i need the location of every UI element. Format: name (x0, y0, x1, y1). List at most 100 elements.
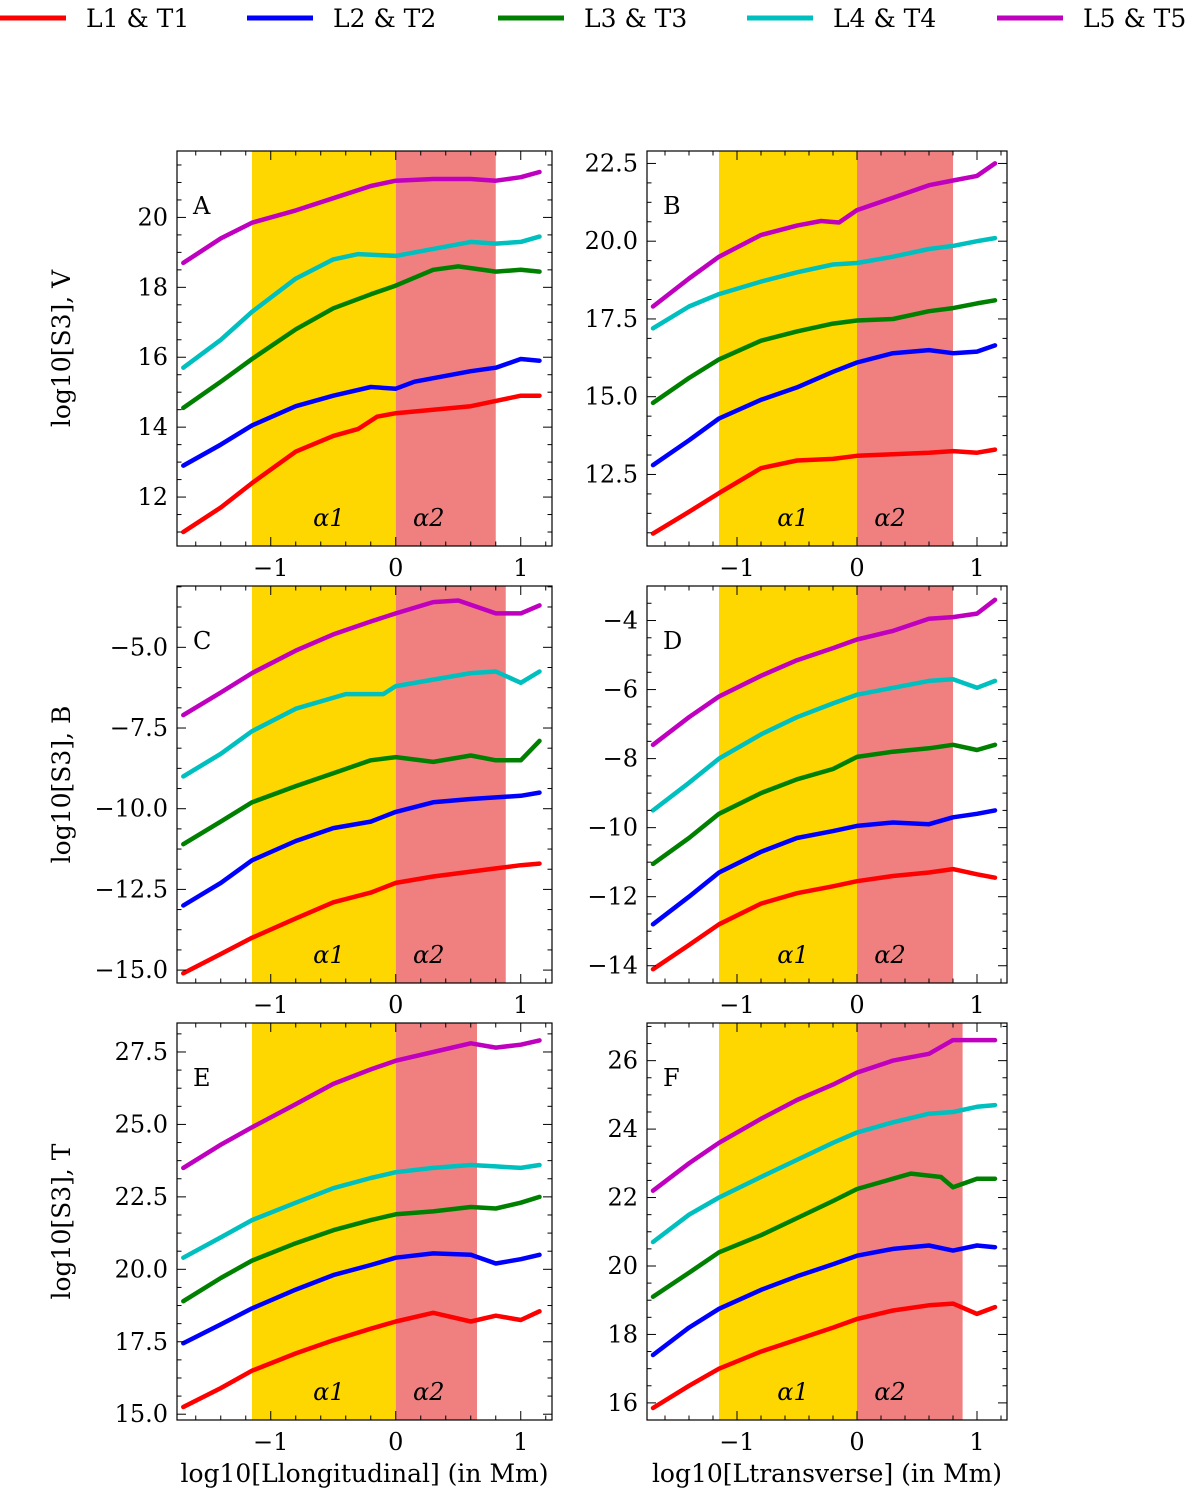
series-group (650, 161, 998, 536)
y-tick-label: 12 (137, 483, 168, 511)
x-tick-label: 1 (969, 554, 984, 582)
alpha2-label: α2 (874, 1378, 905, 1406)
y-tick-label: −5.0 (110, 633, 168, 661)
series-line-1 (181, 393, 542, 535)
series-group (181, 169, 542, 535)
x-tick-label: 1 (513, 991, 528, 1019)
y-tick-label: 22.5 (115, 1183, 168, 1211)
y-tick-label: 15.0 (585, 383, 638, 411)
series-line-2 (650, 1243, 998, 1358)
series-line-5 (650, 597, 998, 748)
axes-frame (176, 585, 553, 984)
series-line-2 (181, 356, 542, 468)
axes-frame (176, 150, 553, 547)
axes-frame (646, 1022, 1008, 1421)
series-line-1 (650, 1301, 998, 1411)
series-line-4 (650, 1102, 998, 1245)
series-line-5 (181, 1038, 542, 1171)
series-line-3 (181, 264, 542, 411)
y-tick-label: −14 (587, 952, 638, 980)
alpha1-label: α1 (313, 1378, 344, 1406)
y-tick-label: −12 (587, 883, 638, 911)
x-axis-label: log10[Ltransverse] (in Mm) (652, 1459, 1002, 1488)
x-tick-label: 0 (388, 991, 403, 1019)
series-group (181, 1038, 542, 1410)
panel-F: −1 0 1 16 18 20 22 24 26 Fα1 α2 (607, 1022, 1008, 1456)
alpha2-label: α2 (874, 504, 905, 532)
x-tick-label: 1 (969, 991, 984, 1019)
alpha1-label: α1 (313, 941, 344, 969)
legend-label: L2 & T2 (333, 4, 436, 33)
alpha1-label: α1 (777, 941, 808, 969)
series-line-5 (181, 169, 542, 266)
alpha1-band (252, 151, 396, 546)
y-tick-label: 16 (607, 1389, 638, 1417)
x-tick-label: 0 (849, 554, 864, 582)
axes-frame (646, 585, 1008, 984)
y-tick-label: 12.5 (585, 460, 638, 488)
series-group (181, 598, 542, 976)
y-tick-label: 22.5 (585, 149, 638, 177)
y-tick-label: −6 (603, 676, 638, 704)
series-line-4 (181, 669, 542, 779)
alpha2-band (395, 586, 506, 983)
alpha2-band (857, 151, 953, 546)
panel-letter: D (663, 627, 682, 655)
y-tick-label: 20.0 (585, 227, 638, 255)
x-tick-label: −1 (253, 554, 288, 582)
alpha2-band (857, 1023, 963, 1420)
legend: L1 & T1 L2 & T2 L3 & T3 L4 & T4 L5 & T5 (0, 4, 1186, 33)
series-line-4 (650, 676, 998, 813)
series-group (650, 597, 998, 972)
alpha2-band (395, 1023, 477, 1420)
series-line-2 (650, 808, 998, 927)
series-line-3 (650, 742, 998, 867)
series-line-3 (650, 1171, 998, 1300)
series-line-1 (650, 447, 998, 536)
panel-B: −1 0 1 12.5 15.0 17.5 20.0 22.5 Bα1 α2 (585, 149, 1008, 582)
y-axis-label: log10[S3], B (47, 706, 76, 864)
panel-A: −1 0 1 12 14 16 18 20 Aα1 α2 (137, 150, 553, 582)
y-tick-label: −7.5 (110, 714, 168, 742)
y-tick-label: 27.5 (115, 1038, 168, 1066)
y-tick-label: −15.0 (94, 956, 168, 984)
y-tick-label: 17.5 (585, 305, 638, 333)
legend-label: L5 & T5 (1083, 4, 1186, 33)
y-tick-label: 24 (607, 1115, 638, 1143)
axis-labels: log10[S3], V log10[S3], B log10[S3], T log1… (47, 269, 1002, 1488)
y-tick-label: 25.0 (115, 1110, 168, 1138)
series-line-5 (181, 598, 542, 718)
x-tick-label: 0 (388, 1428, 403, 1456)
x-tick-label: 0 (849, 1428, 864, 1456)
y-tick-label: −10.0 (94, 795, 168, 823)
panel-letter: C (193, 627, 211, 655)
x-tick-label: −1 (719, 991, 754, 1019)
alpha2-label: α2 (413, 1378, 444, 1406)
series-line-4 (181, 1162, 542, 1260)
legend-label: L1 & T1 (86, 4, 189, 33)
x-tick-label: 1 (513, 1428, 528, 1456)
alpha1-band (252, 586, 396, 983)
y-tick-label: 26 (607, 1047, 638, 1075)
axes-frame (646, 150, 1008, 547)
y-axis-label: log10[S3], T (47, 1143, 76, 1299)
series-line-2 (650, 343, 998, 468)
legend-label: L4 & T4 (833, 4, 936, 33)
axes-frame (176, 1022, 553, 1421)
y-tick-label: 15.0 (115, 1400, 168, 1428)
y-tick-label: −10 (587, 814, 638, 842)
series-line-4 (181, 234, 542, 370)
y-tick-label: 16 (137, 343, 168, 371)
y-tick-label: 18 (137, 273, 168, 301)
series-line-2 (181, 1251, 542, 1346)
series-line-3 (181, 1194, 542, 1304)
alpha1-label: α1 (777, 1378, 808, 1406)
y-axis-label: log10[S3], V (47, 269, 76, 427)
x-tick-label: −1 (253, 991, 288, 1019)
series-line-1 (181, 1309, 542, 1410)
panel-letter: F (663, 1064, 680, 1092)
y-tick-label: 17.5 (115, 1328, 168, 1356)
